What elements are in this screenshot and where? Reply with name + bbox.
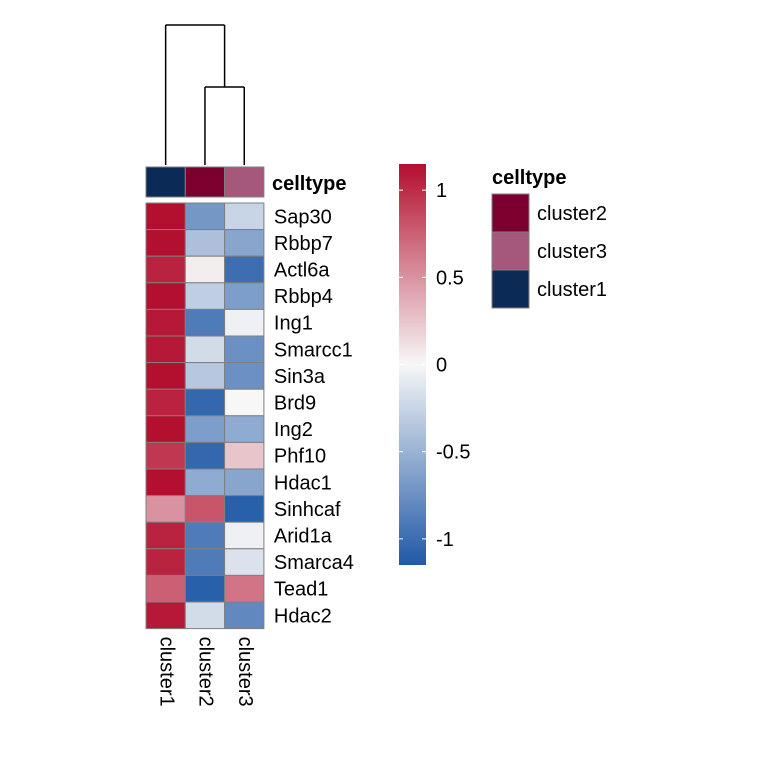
- heatmap-cell: [224, 388, 265, 417]
- heatmap-cell: [145, 495, 186, 523]
- legend-title: celltype: [492, 167, 566, 189]
- heatmap-cell: [145, 441, 186, 470]
- colorbar-tick-label: 0.5: [436, 267, 464, 289]
- heatmap-cell: [184, 468, 226, 497]
- row-label: Actl6a: [274, 260, 330, 282]
- row-label: Smarcc1: [274, 339, 353, 361]
- annotation-cell: [224, 166, 265, 198]
- heatmap-cell: [224, 229, 265, 257]
- column-label: cluster1: [155, 637, 177, 707]
- row-label: Brd9: [274, 393, 316, 415]
- colorbar: 1 0.5 0 -0.5 -1: [399, 164, 470, 565]
- heatmap-cell: [184, 229, 226, 257]
- row-label: Arid1a: [274, 526, 333, 548]
- heatmap-cell: [184, 202, 226, 231]
- heatmap-cell: [224, 468, 265, 497]
- heatmap-cell: [145, 415, 186, 443]
- row-label: Smarca4: [274, 552, 354, 574]
- annotation-cell: [145, 166, 186, 198]
- heatmap-cell: [224, 202, 265, 231]
- row-label: Ing1: [274, 313, 313, 335]
- row-label: Hdac2: [274, 605, 332, 627]
- heatmap-cell: [184, 335, 226, 364]
- heatmap-cell: [224, 308, 265, 337]
- row-label: Tead1: [274, 579, 329, 601]
- heatmap-cell: [145, 521, 186, 550]
- heatmap-cell: [145, 255, 186, 284]
- heatmap-cells: [145, 202, 265, 630]
- legend-swatch: [491, 231, 530, 271]
- column-labels: cluster1 cluster2 cluster3: [155, 637, 256, 707]
- heatmap-cell: [224, 415, 265, 443]
- legend-label: cluster2: [537, 203, 607, 225]
- colorbar-tick-label: 1: [436, 180, 447, 202]
- heatmap-cell: [224, 521, 265, 550]
- celltype-legend: celltype cluster2 cluster3 cluster1: [491, 167, 607, 309]
- heatmap-cell: [224, 574, 265, 603]
- row-label: Hdac1: [274, 472, 332, 494]
- row-label: Rbbp4: [274, 286, 333, 308]
- heatmap-cell: [184, 441, 226, 470]
- legend-swatch: [491, 193, 530, 233]
- heatmap-cell: [184, 601, 226, 630]
- heatmap-cell: [184, 308, 226, 337]
- heatmap-cell: [145, 362, 186, 390]
- heatmap-cell: [145, 229, 186, 257]
- heatmap-cell: [184, 415, 226, 443]
- heatmap-cell: [184, 362, 226, 390]
- annotation-title: celltype: [272, 173, 346, 195]
- heatmap-cell: [145, 308, 186, 337]
- heatmap-cell: [184, 495, 226, 523]
- heatmap-cell: [184, 388, 226, 417]
- heatmap-cell: [184, 574, 226, 603]
- row-label: Sap30: [274, 206, 332, 228]
- heatmap-cell: [184, 255, 226, 284]
- colorbar-tick-label: 0: [436, 355, 447, 377]
- heatmap-cell: [224, 548, 265, 576]
- column-label: cluster2: [195, 637, 217, 707]
- heatmap-cell: [224, 495, 265, 523]
- heatmap-cell: [145, 468, 186, 497]
- heatmap-cell: [224, 362, 265, 390]
- annotation-cell: [184, 166, 226, 198]
- heatmap-cell: [224, 282, 265, 310]
- heatmap-cell: [184, 521, 226, 550]
- legend-label: cluster3: [537, 241, 607, 263]
- heatmap-cell: [145, 601, 186, 630]
- heatmap-cell: [224, 335, 265, 364]
- heatmap-cell: [184, 548, 226, 576]
- heatmap-cell: [224, 601, 265, 630]
- column-dendrogram: [164, 24, 245, 165]
- heatmap-cell: [145, 574, 186, 603]
- annotation-bar: [145, 166, 265, 198]
- legend-swatch: [491, 269, 530, 309]
- heatmap-cell: [145, 548, 186, 576]
- heatmap-cell: [184, 282, 226, 310]
- heatmap-cell: [145, 388, 186, 417]
- heatmap-cell: [224, 441, 265, 470]
- column-label: cluster3: [234, 637, 256, 707]
- row-label: Sin3a: [274, 366, 326, 388]
- legend-label: cluster1: [537, 279, 607, 301]
- colorbar-tick-label: -0.5: [436, 442, 470, 464]
- row-labels: Sap30 Rbbp7 Actl6a Rbbp4 Ing1 Smarcc1 Sin3a Brd…: [274, 206, 354, 627]
- heatmap-cell: [145, 282, 186, 310]
- colorbar-gradient: [399, 164, 426, 565]
- heatmap-cell: [145, 335, 186, 364]
- row-label: Ing2: [274, 419, 313, 441]
- heatmap-cell: [145, 202, 186, 231]
- colorbar-tick-label: -1: [436, 529, 454, 551]
- row-label: Sinhcaf: [274, 499, 341, 521]
- row-label: Phf10: [274, 446, 326, 468]
- row-label: Rbbp7: [274, 233, 333, 255]
- heatmap-cell: [224, 255, 265, 284]
